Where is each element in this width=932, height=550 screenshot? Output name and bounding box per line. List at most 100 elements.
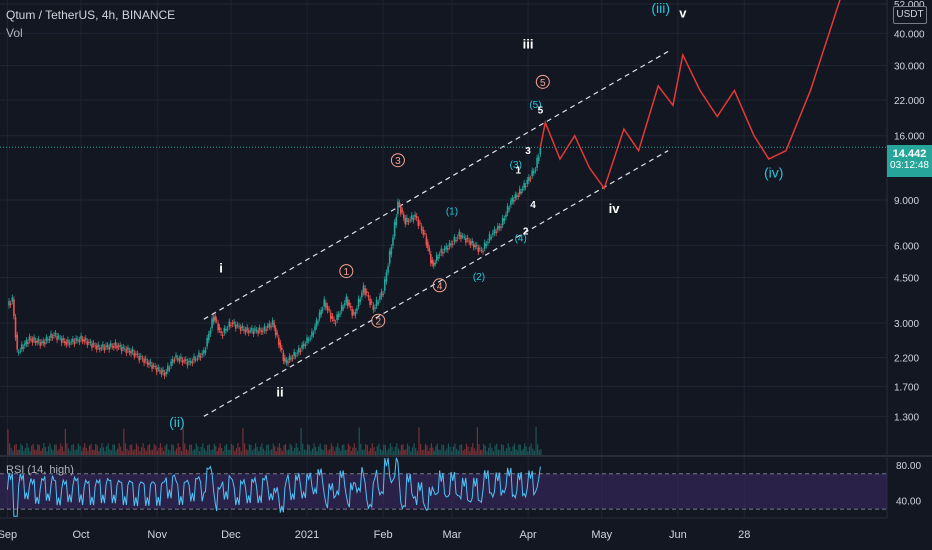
volume-bar [530, 443, 532, 455]
candle-body [88, 342, 90, 344]
volume-bar [153, 443, 155, 455]
candle-body [438, 254, 441, 256]
candle-body [191, 361, 194, 364]
wave-label: (3) [510, 160, 522, 171]
volume-bar [50, 449, 53, 455]
volume-bar [148, 443, 151, 455]
candle-body [422, 229, 425, 235]
candle-body [492, 232, 494, 235]
volume-bar [420, 443, 422, 455]
volume-bar [95, 443, 97, 455]
volume-bar [253, 448, 255, 455]
volume-bar [352, 447, 354, 455]
volume-bar [472, 443, 474, 455]
volume-bar [232, 445, 234, 455]
candle-body [160, 370, 163, 375]
volume-bar [426, 445, 428, 455]
candle-body [451, 243, 454, 245]
volume-bar [338, 448, 340, 455]
volume-bar [302, 443, 304, 455]
volume-bar [15, 444, 17, 455]
candle-body [443, 248, 446, 251]
volume-bar [212, 449, 214, 455]
candle-body [479, 248, 481, 250]
volume-bar [294, 447, 296, 455]
volume-bar [262, 448, 265, 455]
volume-bar [140, 447, 143, 455]
volume-bar [479, 450, 482, 455]
candle-body [81, 338, 84, 342]
volume-bar [222, 451, 224, 455]
volume-bar [230, 443, 233, 455]
candle-body [221, 334, 224, 336]
candle-body [374, 307, 376, 309]
last-price-tag: 14.442 03:12:48 [887, 145, 932, 177]
candle-body [533, 171, 535, 174]
candle-body [91, 343, 93, 348]
candle-body [432, 262, 435, 266]
volume-bar [444, 450, 446, 455]
volume-bar [397, 448, 400, 455]
volume-bar [96, 445, 98, 455]
volume-bar [457, 450, 459, 455]
candle-body [105, 345, 107, 347]
candle-body [42, 340, 45, 344]
candle-body [395, 216, 398, 226]
volume-bar [467, 446, 469, 455]
candle-body [211, 318, 213, 328]
candle-body [113, 345, 115, 348]
volume-bar [510, 451, 513, 455]
candle-body [155, 367, 158, 373]
volume-bar [137, 446, 139, 455]
volume-bar [13, 445, 16, 455]
volume-bar [269, 450, 271, 455]
volume-bar [494, 445, 496, 455]
volume-bar [134, 449, 136, 455]
volume-bar [533, 450, 536, 455]
wave-label: 3 [395, 156, 401, 167]
time-tick-label: Sep [0, 529, 17, 541]
candle-body [236, 324, 239, 326]
volume-bar [17, 449, 19, 455]
candle-body [271, 320, 274, 325]
volume-bar [187, 450, 189, 455]
candle-body [435, 255, 438, 261]
candle-body [63, 341, 66, 344]
volume-bar [512, 446, 514, 455]
candle-body [157, 367, 160, 369]
price-tick-label: 6.000 [894, 241, 919, 252]
candle-body [539, 147, 542, 155]
candle-body [307, 339, 310, 341]
volume-bar [54, 444, 56, 455]
candle-body [302, 343, 305, 347]
candle-body [398, 202, 401, 205]
candle-body [412, 218, 415, 221]
candle-body [207, 333, 210, 341]
candle-body [400, 206, 402, 214]
wave-label: 4 [437, 281, 443, 292]
volume-bar [245, 449, 247, 455]
volume-bar [392, 451, 395, 455]
candle-body [163, 372, 166, 376]
candle-body [75, 338, 77, 341]
candle-body [317, 321, 319, 323]
candle-body [144, 358, 147, 361]
volume-bar [10, 448, 12, 455]
candle-body [84, 338, 87, 341]
candle-body [260, 330, 263, 332]
volume-bar [509, 447, 511, 455]
volume-bar [292, 451, 294, 455]
candle-body [362, 285, 365, 293]
volume-bar [378, 443, 380, 455]
candle-body [345, 296, 348, 303]
candle-body [348, 302, 351, 305]
wave-circle [390, 153, 405, 168]
candle-body [215, 319, 218, 321]
candle-body [510, 200, 512, 206]
currency-button[interactable]: USDT [893, 6, 927, 24]
candle-body [183, 360, 186, 362]
volume-bar [69, 450, 71, 455]
candle-body [453, 236, 456, 242]
candle-body [48, 338, 51, 341]
